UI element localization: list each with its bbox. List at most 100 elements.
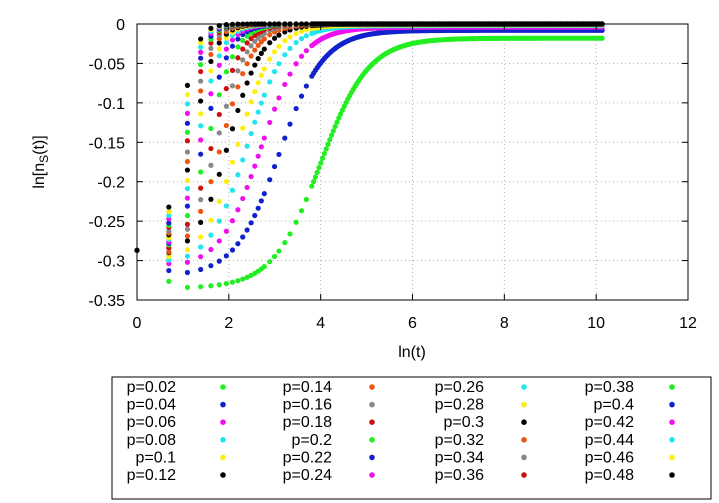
legend-label: p=0.22 — [283, 449, 332, 466]
data-point — [229, 247, 236, 253]
y-tick-label: -0.25 — [89, 214, 126, 231]
data-point — [293, 61, 299, 67]
data-point — [229, 37, 236, 43]
legend-marker — [220, 384, 226, 390]
series-p=0.4 — [134, 21, 605, 253]
data-point — [198, 219, 204, 225]
data-point — [229, 279, 236, 285]
data-point — [235, 207, 241, 213]
data-point — [198, 123, 204, 129]
data-point — [282, 38, 288, 44]
data-point — [166, 257, 172, 263]
legend-label: p=0.08 — [127, 432, 176, 449]
data-point — [276, 61, 282, 67]
data-point — [184, 120, 191, 126]
data-point — [229, 67, 236, 74]
legend-label: p=0.48 — [585, 467, 634, 484]
data-point — [318, 160, 324, 166]
data-point — [293, 39, 299, 46]
legend-marker — [369, 401, 375, 408]
series-p=0.18 — [134, 21, 605, 253]
data-point — [244, 143, 250, 149]
data-point — [166, 228, 172, 234]
data-point — [303, 33, 309, 39]
data-point — [184, 110, 191, 116]
legend-label: p=0.2 — [292, 432, 333, 449]
legend-label: p=0.26 — [435, 379, 484, 396]
legend-marker — [369, 437, 375, 443]
data-point — [223, 103, 229, 109]
data-point — [330, 128, 336, 134]
series-p=0.44 — [134, 21, 605, 253]
data-point — [229, 43, 236, 49]
y-tick-label: -0.2 — [97, 175, 125, 192]
data-point — [276, 43, 282, 50]
data-point — [216, 238, 222, 244]
data-point — [223, 203, 229, 209]
data-point — [303, 83, 309, 89]
data-point — [287, 121, 293, 127]
y-axis-title-subscript: S — [37, 155, 51, 163]
series-p=0.32 — [134, 21, 605, 253]
data-point — [244, 111, 250, 117]
y-tick-label: -0.1 — [97, 96, 125, 113]
data-point — [235, 36, 241, 42]
series-p=0.42 — [134, 21, 605, 253]
data-point — [229, 159, 236, 165]
data-point — [208, 58, 214, 65]
data-point — [599, 35, 605, 41]
data-point — [216, 149, 222, 155]
data-point — [184, 177, 191, 184]
legend-label: p=0.32 — [435, 432, 484, 449]
data-point — [235, 141, 241, 147]
data-point — [184, 221, 191, 227]
legend-marker — [369, 472, 375, 478]
data-point — [166, 212, 172, 219]
data-point — [271, 253, 278, 260]
data-point — [261, 36, 267, 42]
data-point — [223, 228, 229, 234]
legend-label: p=0.36 — [435, 467, 484, 484]
data-point — [208, 179, 214, 185]
data-point — [235, 55, 241, 61]
data-point — [235, 107, 241, 114]
data-point — [198, 62, 204, 68]
y-tick-label: -0.05 — [89, 56, 126, 73]
data-point — [271, 35, 278, 41]
legend-marker — [220, 401, 226, 408]
data-point — [235, 172, 241, 178]
legend-label: p=0.38 — [585, 379, 634, 396]
legend-marker — [369, 384, 375, 390]
series-p=0.38 — [134, 21, 605, 253]
data-point — [198, 284, 204, 290]
data-point — [184, 167, 191, 173]
y-tick-label: -0.35 — [89, 293, 126, 310]
data-point — [309, 183, 315, 189]
data-point — [166, 253, 172, 260]
data-point — [240, 125, 246, 131]
x-tick-label: 6 — [408, 315, 417, 332]
legend-label: p=0.1 — [136, 449, 177, 466]
data-point — [252, 62, 258, 68]
x-tick-label: 2 — [224, 315, 233, 332]
data-point — [198, 44, 204, 50]
data-point — [240, 37, 246, 44]
series-p=0.46 — [134, 21, 605, 253]
data-point — [332, 123, 338, 130]
data-point — [327, 137, 333, 143]
data-point — [208, 91, 214, 97]
data-point — [198, 55, 204, 61]
data-point — [216, 130, 222, 136]
series-p=0.14 — [134, 21, 605, 255]
data-point — [216, 62, 222, 68]
data-point — [184, 101, 191, 107]
data-point — [216, 53, 222, 59]
data-point — [184, 238, 191, 244]
data-point — [298, 36, 305, 42]
data-point — [198, 185, 204, 191]
data-point — [248, 70, 254, 76]
data-point — [223, 35, 229, 41]
data-point — [216, 111, 222, 118]
data-point — [258, 100, 264, 106]
data-point — [229, 101, 236, 107]
